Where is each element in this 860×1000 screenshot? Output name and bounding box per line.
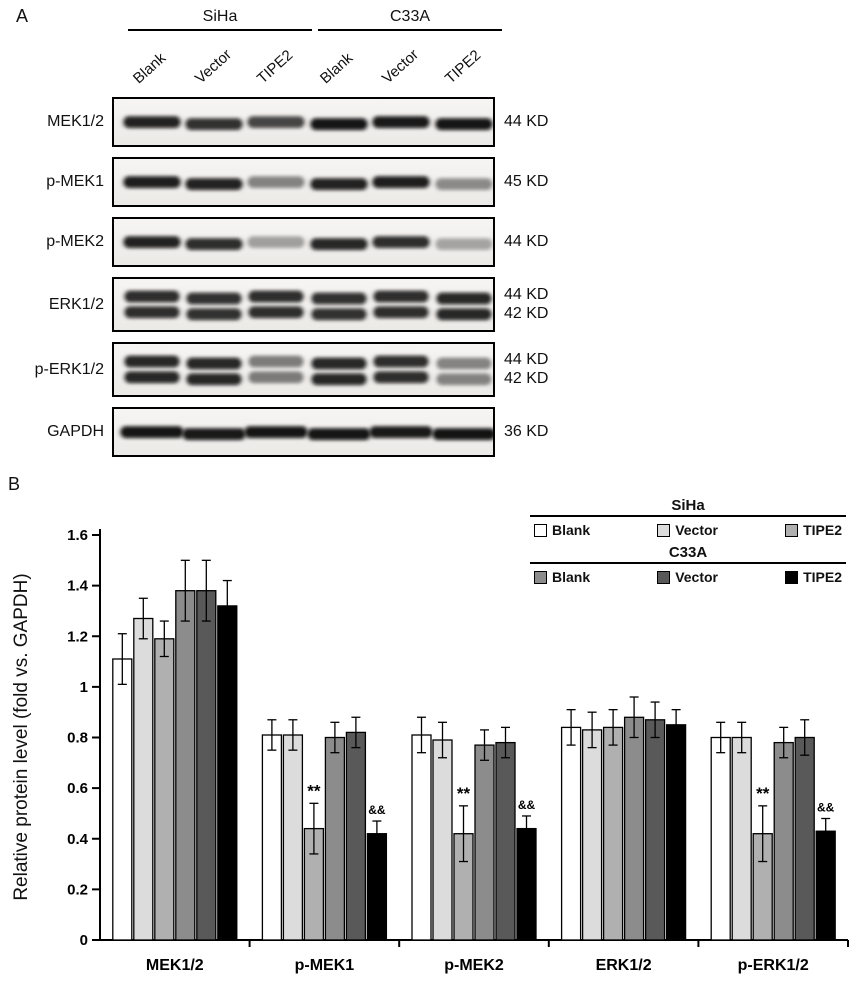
legend-item: Vector: [657, 569, 718, 585]
svg-text:p-MEK1: p-MEK1: [295, 957, 355, 974]
legend-title-c33a: C33A: [530, 544, 846, 564]
svg-text:1: 1: [80, 679, 88, 696]
legend-swatch: [534, 523, 547, 537]
blot-row: GAPDH 36 KD: [0, 407, 860, 457]
blot-image: [112, 157, 495, 207]
blot-protein-label: ERK1/2: [48, 295, 104, 313]
legend-swatch: [657, 570, 671, 584]
lane-label: Blank: [129, 49, 170, 88]
y-axis-label: Relative protein level (fold vs. GAPDH): [11, 573, 32, 901]
legend-label: Vector: [675, 569, 719, 585]
legend-swatch: [534, 570, 547, 584]
significance-marker: **: [307, 781, 321, 800]
legend-row-c33a: Blank Vector TIPE2: [530, 564, 846, 591]
significance-marker: &&: [368, 803, 386, 817]
blot-image: [112, 217, 495, 267]
legend-swatch: [785, 570, 799, 584]
bar-chart: 0 0.2 0.4 0.6 0.8 1 1.2 1.4 1.6 MEK1/2 p-MEK1 p-MEK…: [67, 527, 849, 974]
svg-text:MEK1/2: MEK1/2: [146, 957, 204, 974]
svg-text:0.4: 0.4: [67, 831, 89, 848]
significance-marker: **: [457, 784, 471, 803]
lane-label: Vector: [191, 46, 235, 88]
legend-item: Blank: [534, 569, 590, 585]
blot-lanes: [122, 354, 493, 387]
blot-protein-label: p-MEK2: [46, 233, 104, 250]
blot-kd-label: 36 KD: [504, 422, 549, 440]
cell-line-name: SiHa: [202, 8, 238, 25]
blot-row: p-MEK2 44 KD: [0, 217, 860, 267]
svg-text:0.8: 0.8: [67, 730, 88, 747]
blot-row: MEK1/2 44 KD: [0, 97, 860, 147]
significance-marker: **: [756, 784, 770, 803]
blot-lanes: [121, 175, 493, 192]
legend-swatch: [657, 523, 671, 537]
lane-label: TIPE2: [441, 46, 485, 88]
cell-line-header-c33a: C33A: [318, 8, 502, 31]
legend-title-siha: SiHa: [530, 497, 846, 517]
svg-text:0.2: 0.2: [67, 881, 88, 898]
legend-row-siha: Blank Vector TIPE2: [530, 517, 846, 544]
cell-line-header-siha: SiHa: [128, 8, 312, 31]
blot-image: [112, 407, 495, 457]
legend-swatch: [785, 523, 799, 537]
svg-text:0: 0: [80, 932, 88, 949]
blot-lanes: [121, 115, 493, 132]
blot-protein-label: MEK1/2: [47, 113, 104, 130]
svg-text:1.2: 1.2: [67, 628, 88, 645]
lane-label: Vector: [378, 46, 422, 88]
lane-label: TIPE2: [253, 46, 297, 88]
legend-label: Vector: [675, 522, 719, 538]
svg-text:1.4: 1.4: [67, 578, 89, 595]
svg-text:ERK1/2: ERK1/2: [596, 957, 652, 974]
blot-image: [112, 342, 495, 397]
legend-label: TIPE2: [803, 522, 842, 538]
blot-row: p-ERK1/2 44 KD 42 KD: [0, 342, 860, 397]
panel-a-label: A: [16, 6, 29, 26]
blot-rows: MEK1/2 44 KD p-MEK1 45 KD p-MEK2 44 KD ERK1/2 4…: [0, 97, 860, 457]
legend-item: TIPE2: [785, 569, 842, 585]
legend-item: TIPE2: [785, 522, 842, 538]
blot-lanes: [122, 289, 493, 322]
blot-kd-label: 44 KD: [504, 112, 549, 130]
svg-text:0.6: 0.6: [67, 780, 88, 797]
legend-label: Blank: [552, 522, 591, 538]
legend-label: Blank: [552, 569, 591, 585]
significance-marker: &&: [518, 798, 536, 812]
blot-kd-label: 44 KD: [504, 232, 549, 250]
blot-lanes: [121, 235, 493, 252]
blot-row: ERK1/2 44 KD 42 KD: [0, 277, 860, 332]
blot-kd-label: 44 KD 42 KD: [504, 286, 549, 322]
blot-image: [112, 97, 495, 147]
legend-item: Blank: [534, 522, 590, 538]
svg-text:p-ERK1/2: p-ERK1/2: [738, 957, 809, 974]
blot-row: p-MEK1 45 KD: [0, 157, 860, 207]
legend-item: Vector: [657, 522, 718, 538]
cell-line-name: C33A: [389, 8, 431, 25]
blot-image: [112, 277, 495, 332]
blot-kd-label: 44 KD 42 KD: [504, 351, 549, 387]
chart-legend: SiHa Blank Vector TIPE2 C33A Blank Vector TI…: [530, 497, 846, 591]
panel-b-label: B: [8, 474, 21, 494]
lane-label: Blank: [316, 49, 357, 88]
svg-text:p-MEK2: p-MEK2: [444, 957, 504, 974]
svg-text:1.6: 1.6: [67, 527, 88, 544]
blot-protein-label: GAPDH: [47, 423, 104, 440]
blot-lanes: [118, 425, 493, 442]
blot-protein-label: p-MEK1: [46, 173, 104, 190]
significance-marker: &&: [817, 801, 835, 815]
blot-kd-label: 45 KD: [504, 172, 549, 190]
blot-protein-label: p-ERK1/2: [34, 360, 104, 378]
legend-label: TIPE2: [803, 569, 842, 585]
